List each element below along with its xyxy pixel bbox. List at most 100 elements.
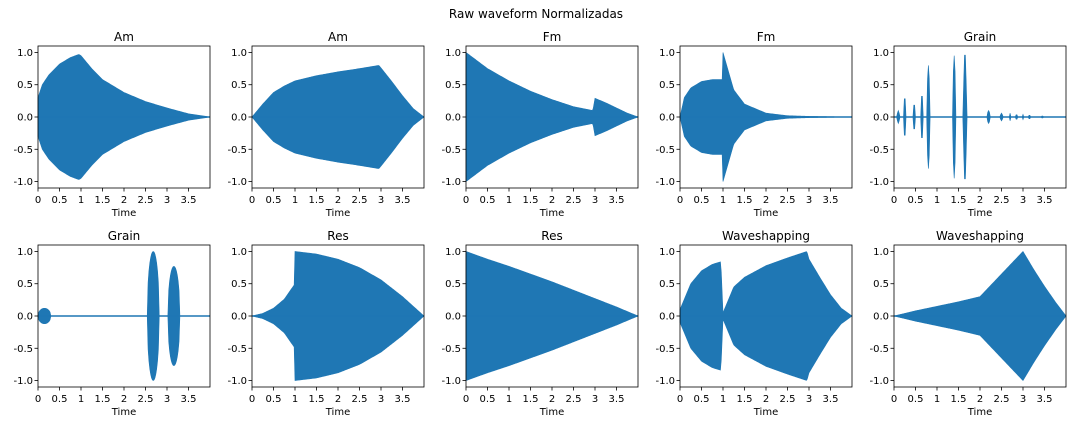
subplot-title: Waveshapping	[936, 229, 1024, 243]
x-tick-label: 1.5	[951, 195, 967, 206]
y-tick-label: -0.5	[227, 344, 247, 355]
y-tick-label: -1.0	[13, 376, 33, 387]
x-axis-label: Time	[325, 208, 350, 219]
y-tick-label: 0.0	[659, 312, 675, 323]
x-tick-label: 1.5	[95, 394, 111, 405]
x-tick-label: 3.5	[181, 195, 197, 206]
x-tick-label: 0	[249, 394, 255, 405]
x-tick-label: 3.5	[1037, 394, 1053, 405]
x-tick-label: 2.5	[138, 394, 154, 405]
y-tick-label: 0.0	[873, 113, 889, 124]
x-tick-label: 2.5	[352, 195, 368, 206]
subplot-title: Grain	[108, 229, 141, 243]
x-axis-label: Time	[753, 407, 778, 418]
subplot-title: Res	[327, 229, 348, 243]
x-tick-label: 3	[592, 195, 598, 206]
x-tick-label: 0	[249, 195, 255, 206]
y-tick-label: 1.0	[17, 48, 33, 59]
x-tick-label: 0.5	[908, 195, 924, 206]
y-tick-label: 0.5	[17, 80, 33, 91]
y-tick-label: 0.5	[445, 80, 461, 91]
x-tick-label: 1	[720, 195, 726, 206]
x-tick-label: 0	[35, 195, 41, 206]
y-tick-label: 0.5	[659, 279, 675, 290]
x-tick-label: 2	[763, 394, 769, 405]
y-tick-label: -0.5	[655, 344, 675, 355]
y-tick-label: 0.0	[873, 312, 889, 323]
x-tick-label: 0	[463, 195, 469, 206]
y-tick-label: 0.0	[231, 312, 247, 323]
x-tick-label: 2	[549, 394, 555, 405]
y-tick-label: -1.0	[441, 376, 461, 387]
x-tick-label: 2	[549, 195, 555, 206]
y-tick-label: 0.0	[231, 113, 247, 124]
x-tick-label: 3	[592, 394, 598, 405]
x-tick-label: 0	[677, 195, 683, 206]
x-tick-label: 1.5	[309, 394, 325, 405]
y-tick-label: -0.5	[13, 344, 33, 355]
x-tick-label: 1	[292, 195, 298, 206]
y-tick-label: 0.5	[659, 80, 675, 91]
x-tick-label: 3.5	[609, 195, 625, 206]
subplot-title: Waveshapping	[722, 229, 810, 243]
x-tick-label: 2	[335, 394, 341, 405]
y-tick-label: -1.0	[13, 177, 33, 188]
x-tick-label: 2.5	[780, 394, 796, 405]
x-tick-label: 1.5	[737, 394, 753, 405]
subplot-3: Fm 0 0.5 1 1.5 2 2.5 3 3.5 -1.0 -0.5 0.0 0.5 1.0 Time	[441, 30, 639, 219]
y-tick-label: -0.5	[227, 145, 247, 156]
x-tick-label: 2	[977, 394, 983, 405]
figure-title: Raw waveform Normalizadas	[449, 7, 623, 21]
y-tick-label: -1.0	[227, 177, 247, 188]
x-axis-label: Time	[111, 208, 136, 219]
x-tick-label: 1.5	[951, 394, 967, 405]
x-tick-label: 2.5	[994, 195, 1010, 206]
x-tick-label: 0.5	[694, 195, 710, 206]
y-tick-label: 0.0	[659, 113, 675, 124]
x-tick-label: 0	[891, 195, 897, 206]
x-axis-label: Time	[539, 208, 564, 219]
x-tick-label: 1.5	[523, 195, 539, 206]
subplot-title: Am	[328, 30, 348, 44]
y-tick-label: -0.5	[13, 145, 33, 156]
x-axis-label: Time	[111, 407, 136, 418]
x-tick-label: 2	[763, 195, 769, 206]
y-tick-label: 1.0	[231, 247, 247, 258]
y-tick-label: 1.0	[873, 247, 889, 258]
x-tick-label: 2.5	[780, 195, 796, 206]
subplot-title: Am	[114, 30, 134, 44]
x-tick-label: 1	[506, 195, 512, 206]
y-tick-label: 0.5	[445, 279, 461, 290]
x-tick-label: 1	[78, 195, 84, 206]
x-tick-label: 2.5	[138, 195, 154, 206]
subplot-2: Am 0 0.5 1 1.5 2 2.5 3 3.5 -1.0 -0.5 0.0 0.5 1.0 Time	[227, 30, 425, 219]
x-axis-label: Time	[753, 208, 778, 219]
x-tick-label: 2.5	[566, 195, 582, 206]
x-tick-label: 3.5	[181, 394, 197, 405]
x-tick-label: 2.5	[566, 394, 582, 405]
y-tick-label: -1.0	[869, 376, 889, 387]
x-tick-label: 3	[1020, 195, 1026, 206]
x-tick-label: 1.5	[309, 195, 325, 206]
x-tick-label: 0.5	[694, 394, 710, 405]
x-tick-label: 1.5	[737, 195, 753, 206]
subplot-7: Res 0 0.5 1 1.5 2 2.5 3 3.5 -1.0 -0.5 0.0 0.5 1.0 Time	[227, 229, 425, 418]
x-tick-label: 3	[1020, 394, 1026, 405]
y-tick-label: -0.5	[441, 344, 461, 355]
y-tick-label: 0.0	[445, 312, 461, 323]
y-tick-label: -1.0	[441, 177, 461, 188]
x-tick-label: 2.5	[352, 394, 368, 405]
x-tick-label: 0	[891, 394, 897, 405]
x-tick-label: 0	[677, 394, 683, 405]
y-tick-label: 1.0	[445, 247, 461, 258]
x-tick-label: 0.5	[52, 195, 68, 206]
x-tick-label: 3.5	[395, 394, 411, 405]
x-tick-label: 1.5	[523, 394, 539, 405]
y-tick-label: 0.5	[17, 279, 33, 290]
x-tick-label: 3	[378, 394, 384, 405]
x-tick-label: 1.5	[95, 195, 111, 206]
x-tick-label: 0.5	[266, 394, 282, 405]
subplot-title: Fm	[543, 30, 562, 44]
x-tick-label: 1	[934, 394, 940, 405]
